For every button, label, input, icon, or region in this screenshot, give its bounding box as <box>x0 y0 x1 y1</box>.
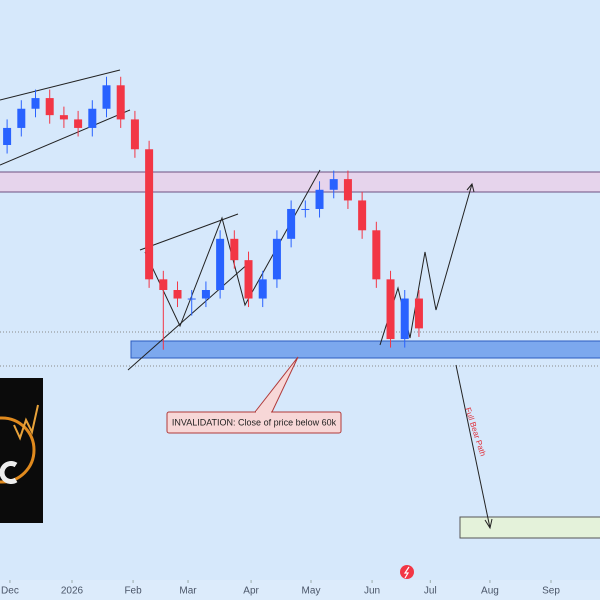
candle-body <box>3 127 12 145</box>
candle-body <box>130 119 139 150</box>
event-icon-bolt <box>403 566 410 579</box>
candle-body <box>159 279 168 290</box>
candle-body <box>17 108 26 128</box>
candle-body <box>414 298 423 329</box>
candle-body <box>74 119 83 128</box>
candle-body <box>59 115 68 120</box>
candle-body <box>116 85 125 120</box>
candle-body <box>301 208 310 210</box>
target-zone <box>459 516 600 539</box>
candle-body <box>230 238 239 261</box>
candle-body <box>272 238 281 280</box>
x-tick-label: Jul <box>424 586 437 597</box>
x-tick-label: Jun <box>364 586 380 597</box>
candle-body <box>329 179 338 190</box>
candle-body <box>145 149 154 280</box>
candle-body <box>45 98 54 116</box>
logo <box>0 378 43 523</box>
x-tick-label: Aug <box>481 586 499 597</box>
x-axis: Dec 2026 Feb Mar Apr May Jun Jul Aug Sep <box>1 580 560 597</box>
candle-body <box>173 290 182 299</box>
candle-body <box>315 189 324 209</box>
candle-body <box>258 279 267 299</box>
invalidation-callout: INVALIDATION: Close of price below 60k <box>166 356 342 434</box>
candle-body <box>358 200 367 231</box>
x-axis-area <box>0 580 600 600</box>
candle-body <box>372 230 381 280</box>
candle-body <box>400 298 409 340</box>
candle-body <box>343 179 352 201</box>
candle-body <box>102 85 111 109</box>
x-tick-label: Dec <box>1 586 19 597</box>
candle-body <box>216 238 225 290</box>
x-tick-label: Apr <box>243 586 259 597</box>
candles <box>3 76 423 350</box>
candle-body <box>287 208 296 239</box>
candle-body <box>187 298 196 300</box>
candle-body <box>244 260 253 299</box>
drawings <box>0 69 493 530</box>
candle-body <box>201 290 210 299</box>
resistance-zone <box>0 171 600 193</box>
x-tick-label: May <box>302 586 321 597</box>
candle-body <box>88 108 97 128</box>
x-tick-label: Mar <box>179 586 197 597</box>
support-zone <box>130 340 600 359</box>
candle-body <box>31 98 40 109</box>
event-icon <box>400 565 414 579</box>
x-tick-label: Sep <box>542 586 560 597</box>
candle-body <box>386 279 395 340</box>
x-tick-label: Feb <box>124 586 142 597</box>
invalidation-label: INVALIDATION: Close of price below 60k <box>172 417 337 427</box>
x-tick-label: 2026 <box>61 586 84 597</box>
